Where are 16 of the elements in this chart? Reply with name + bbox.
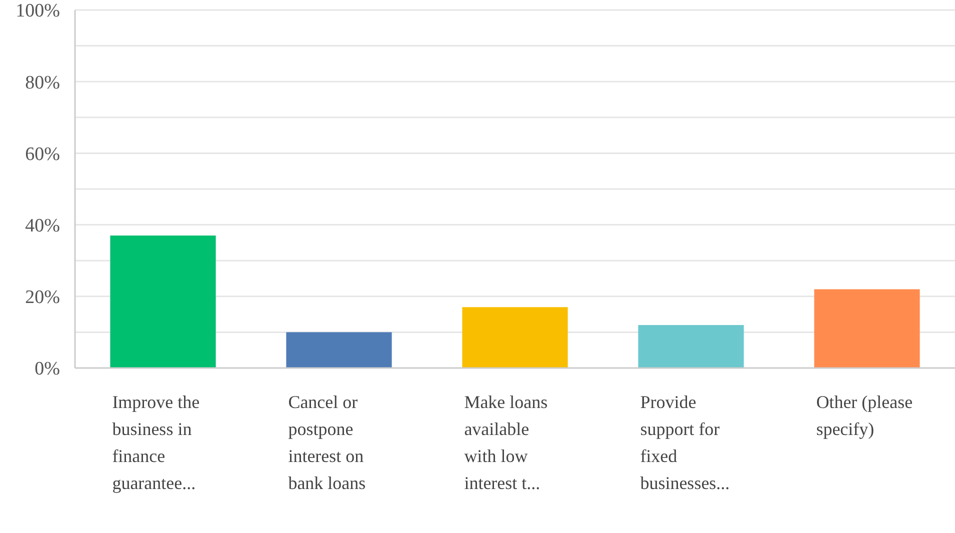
- x-tick-label: Make loans available with low interest t...: [464, 392, 548, 493]
- x-tick-label: Provide support for fixed businesses...: [640, 392, 730, 493]
- x-tick-label: Improve the business in finance guarantee...: [112, 392, 200, 493]
- bar: [814, 289, 920, 368]
- y-tick-label: 60%: [25, 144, 60, 165]
- bar: [462, 307, 568, 368]
- y-tick-label: 0%: [34, 358, 60, 380]
- x-tick-label: Other (please specify): [816, 392, 913, 439]
- y-tick-label: 40%: [25, 215, 60, 236]
- x-tick-label: Cancel or postpone interest on bank loans: [288, 392, 366, 493]
- y-tick-label: 80%: [25, 72, 60, 94]
- y-tick-label: 100%: [16, 0, 60, 22]
- bar: [286, 332, 392, 368]
- bar: [638, 325, 744, 368]
- bar: [110, 236, 216, 368]
- y-tick-label: 20%: [25, 287, 60, 308]
